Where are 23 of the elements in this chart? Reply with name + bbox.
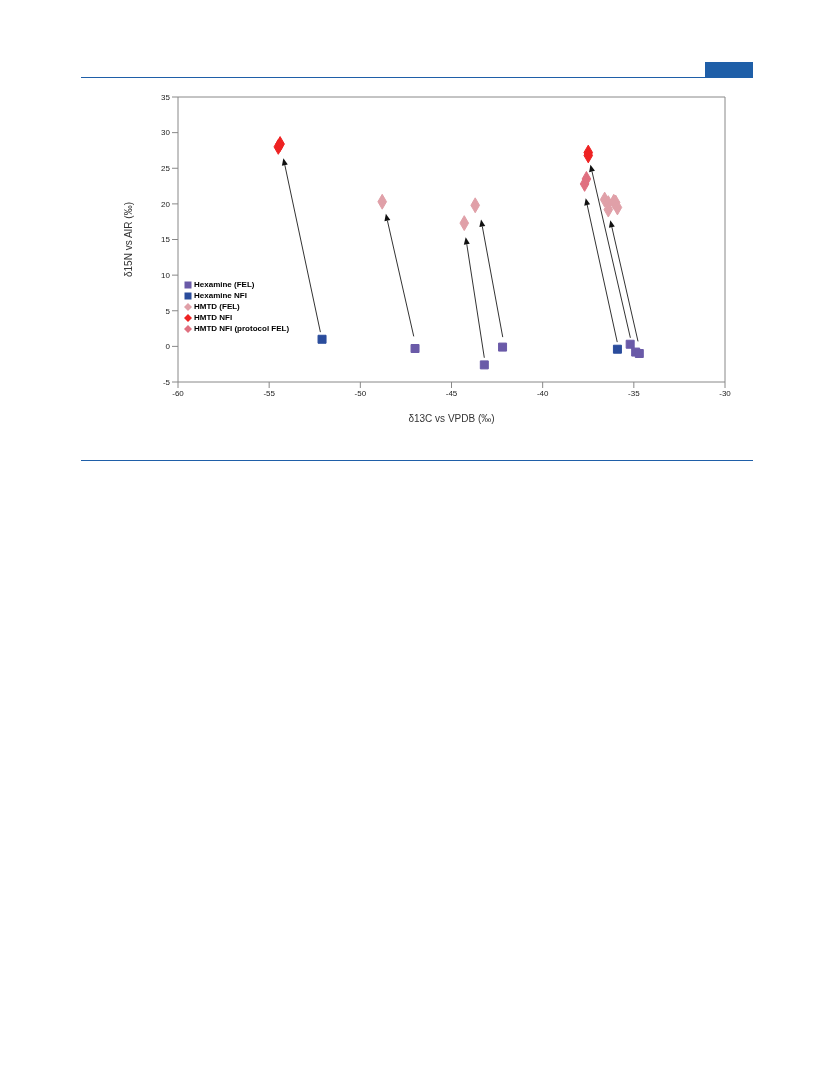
x-tick-label: -55 <box>263 388 276 398</box>
y-tick-label: 35 <box>161 92 171 102</box>
legend-label: Hexamine NFI <box>194 291 247 300</box>
y-axis-title: δ15N vs AIR (‰) <box>122 201 134 278</box>
legend-label: HMTD (FEL) <box>194 302 240 311</box>
y-tick-label: 5 <box>165 306 171 316</box>
y-tick-label: 0 <box>165 342 171 352</box>
x-tick-label: -60 <box>172 388 185 398</box>
legend-label: Hexamine (FEL) <box>194 280 255 289</box>
y-tick-label: 15 <box>161 235 171 245</box>
x-tick-label: -30 <box>719 388 732 398</box>
y-tick-label: 30 <box>161 128 171 138</box>
y-tick-label: -5 <box>162 377 171 387</box>
legend-label: HMTD NFI (protocol FEL) <box>194 324 290 333</box>
y-tick-label: 10 <box>161 270 171 280</box>
y-tick-label: 20 <box>161 199 171 209</box>
x-tick-label: -50 <box>354 388 367 398</box>
legend-label: HMTD NFI <box>194 313 233 322</box>
x-tick-label: -35 <box>628 388 641 398</box>
y-tick-label: 25 <box>161 164 171 174</box>
x-axis-title: δ13C vs VPDB (‰) <box>408 413 495 424</box>
x-tick-label: -40 <box>536 388 549 398</box>
x-tick-label: -45 <box>445 388 458 398</box>
